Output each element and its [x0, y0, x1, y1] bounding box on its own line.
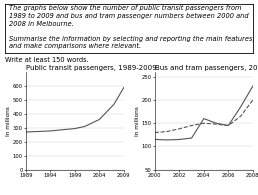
Text: Public transit passengers, 1989-2009: Public transit passengers, 1989-2009 — [26, 65, 156, 71]
Y-axis label: In millions: In millions — [6, 106, 11, 136]
Text: Write at least 150 words.: Write at least 150 words. — [5, 57, 89, 63]
Text: The graphs below show the number of public transit passengers from
1989 to 2009 : The graphs below show the number of publ… — [9, 5, 254, 49]
Y-axis label: In millions: In millions — [135, 106, 140, 136]
Text: Bus and tram passengers, 2000-2008: Bus and tram passengers, 2000-2008 — [155, 65, 258, 71]
